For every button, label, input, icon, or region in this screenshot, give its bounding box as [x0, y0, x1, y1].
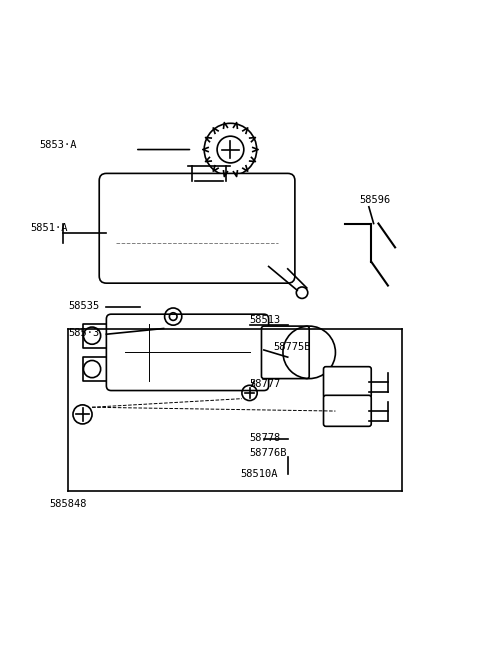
Text: 58775B: 58775B: [274, 342, 311, 352]
Text: 58513: 58513: [250, 315, 281, 325]
Text: 58778: 58778: [250, 433, 281, 443]
FancyBboxPatch shape: [324, 396, 371, 426]
Text: 5851·A: 5851·A: [30, 223, 68, 233]
Text: 58776B: 58776B: [250, 448, 287, 459]
Text: 585848: 585848: [49, 499, 86, 509]
FancyBboxPatch shape: [107, 314, 269, 390]
Text: 58777: 58777: [250, 378, 281, 389]
FancyBboxPatch shape: [99, 173, 295, 283]
Text: 58596: 58596: [360, 196, 391, 206]
Text: 585·3: 585·3: [68, 328, 99, 338]
FancyBboxPatch shape: [262, 326, 309, 378]
Text: 5853·A: 5853·A: [39, 140, 77, 150]
Text: 58510A: 58510A: [240, 469, 277, 480]
Text: 58535: 58535: [68, 302, 99, 311]
FancyBboxPatch shape: [324, 367, 371, 397]
